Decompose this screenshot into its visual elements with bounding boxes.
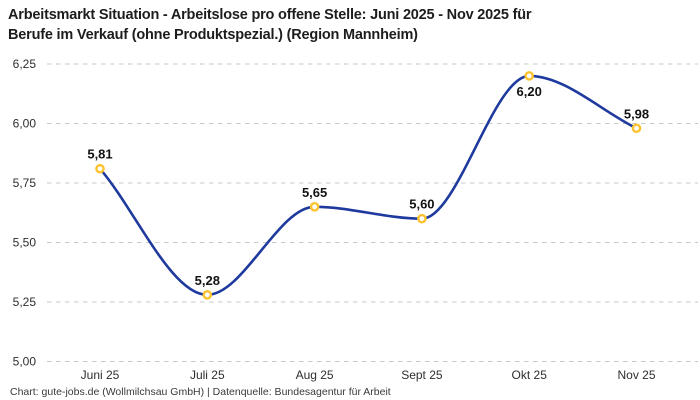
- line-series-path: [98, 74, 638, 297]
- data-point-label: 5,98: [624, 106, 649, 121]
- data-point-marker: [95, 163, 105, 174]
- data-point-marker: [202, 290, 213, 300]
- data-point-label: 5,81: [87, 147, 112, 162]
- y-tick-label: 5,75: [13, 176, 37, 190]
- x-tick-label: Sept 25: [401, 368, 443, 382]
- y-tick-label: 6,00: [13, 117, 37, 131]
- chart-title-line-1: Arbeitsmarkt Situation - Arbeitslose pro…: [8, 7, 532, 23]
- y-tick-label: 5,50: [13, 236, 37, 250]
- x-tick-label: Aug 25: [296, 368, 334, 382]
- x-tick-label: Okt 25: [512, 368, 548, 382]
- data-point-marker: [417, 213, 427, 224]
- data-point-label: 5,60: [409, 197, 434, 212]
- data-point-label: 5,65: [302, 185, 327, 200]
- data-point-marker: [309, 201, 320, 212]
- y-tick-label: 5,25: [13, 295, 37, 309]
- y-tick-label: 6,25: [13, 57, 37, 71]
- x-tick-label: Juni 25: [81, 368, 120, 382]
- data-point-marker: [631, 123, 642, 134]
- chart-footer: Chart: gute-jobs.de (Wollmilchsau GmbH) …: [10, 386, 391, 398]
- x-tick-label: Nov 25: [617, 368, 655, 382]
- y-tick-label: 5,00: [13, 355, 37, 369]
- chart-title-line-2: Berufe im Verkauf (ohne Produktspezial.)…: [8, 27, 418, 43]
- data-point-label: 5,28: [195, 273, 220, 288]
- data-point-label: 6,20: [517, 84, 542, 99]
- chart-title: Arbeitsmarkt Situation - Arbeitslose pro…: [8, 5, 688, 45]
- data-point-marker: [524, 71, 535, 81]
- x-tick-label: Juli 25: [190, 368, 225, 382]
